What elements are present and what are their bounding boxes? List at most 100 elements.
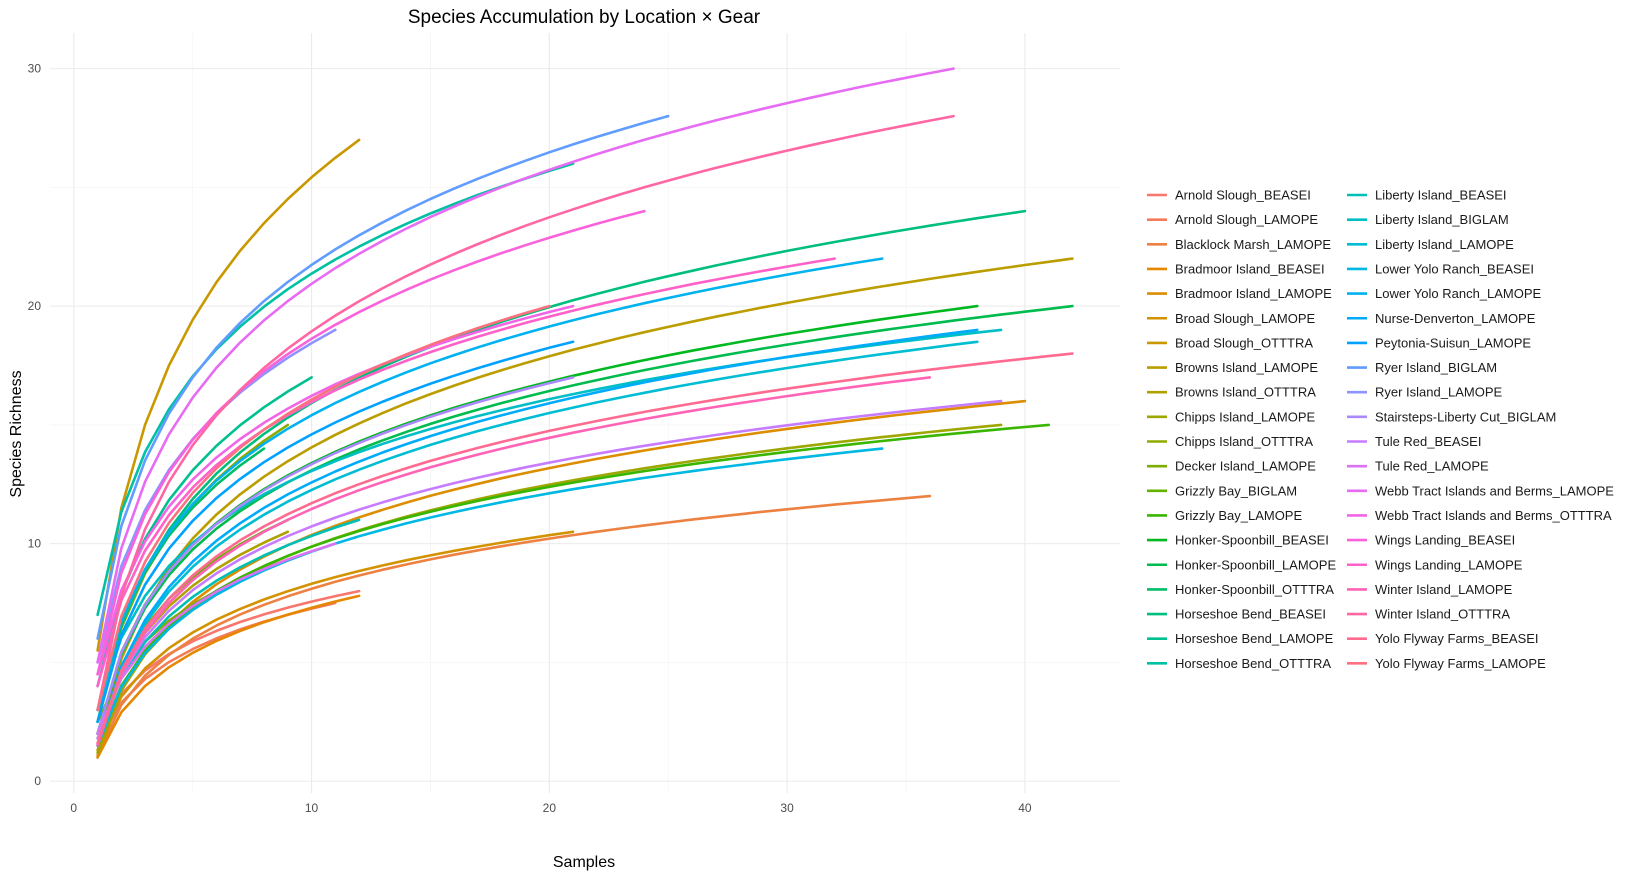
legend-label: Arnold Slough_LAMOPE bbox=[1175, 212, 1318, 227]
legend-item: Arnold Slough_LAMOPE bbox=[1147, 212, 1318, 227]
legend-item: Honker-Spoonbill_OTTTRA bbox=[1147, 582, 1334, 597]
legend-item: Winter Island_LAMOPE bbox=[1347, 582, 1513, 597]
legend-label: Horseshoe Bend_OTTTRA bbox=[1175, 656, 1331, 671]
series-line bbox=[96, 518, 361, 740]
legend-label: Ryer Island_BIGLAM bbox=[1375, 360, 1497, 375]
y-tick-label: 0 bbox=[34, 774, 41, 788]
legend-item: Chipps Island_OTTTRA bbox=[1147, 434, 1313, 449]
series-line bbox=[96, 257, 837, 688]
legend-item: Wings Landing_BEASEI bbox=[1347, 533, 1515, 548]
chart-title: Species Accumulation by Location × Gear bbox=[408, 7, 761, 28]
legend-item: Horseshoe Bend_LAMOPE bbox=[1147, 631, 1334, 646]
legend-label: Liberty Island_BEASEI bbox=[1375, 188, 1507, 203]
legend-item: Blacklock Marsh_LAMOPE bbox=[1147, 237, 1331, 252]
series-line bbox=[96, 304, 575, 676]
series-lines bbox=[96, 67, 1074, 759]
legend-label: Arnold Slough_BEASEI bbox=[1175, 188, 1311, 203]
legend-label: Broad Slough_OTTTRA bbox=[1175, 335, 1313, 350]
x-tick-label: 0 bbox=[70, 801, 77, 815]
legend-label: Chipps Island_LAMOPE bbox=[1175, 409, 1316, 424]
legend-label: Browns Island_OTTTRA bbox=[1175, 385, 1316, 400]
legend-label: Bradmoor Island_BEASEI bbox=[1175, 261, 1325, 276]
y-tick-label: 10 bbox=[28, 537, 42, 551]
legend-label: Grizzly Bay_BIGLAM bbox=[1175, 483, 1297, 498]
legend-item: Yolo Flyway Farms_LAMOPE bbox=[1347, 656, 1546, 671]
y-tick-label: 30 bbox=[28, 62, 42, 76]
series-line bbox=[96, 209, 646, 676]
legend-item: Browns Island_OTTTRA bbox=[1147, 385, 1316, 400]
x-axis-ticks: 0 10 20 30 40 bbox=[70, 801, 1031, 815]
series-line bbox=[96, 67, 955, 664]
x-axis-title: Samples bbox=[553, 854, 615, 871]
legend-label: Browns Island_LAMOPE bbox=[1175, 360, 1318, 375]
series-line bbox=[96, 494, 932, 757]
legend-item: Horseshoe Bend_OTTTRA bbox=[1147, 656, 1331, 671]
legend-item: Grizzly Bay_BIGLAM bbox=[1147, 483, 1297, 498]
series-line bbox=[96, 114, 955, 712]
legend-label: Honker-Spoonbill_LAMOPE bbox=[1175, 557, 1336, 572]
legend-label: Decker Island_LAMOPE bbox=[1175, 459, 1316, 474]
legend-label: Webb Tract Islands and Berms_OTTTRA bbox=[1375, 508, 1612, 523]
series-line bbox=[96, 304, 551, 712]
legend-item: Broad Slough_LAMOPE bbox=[1147, 311, 1316, 326]
legend-item: Winter Island_OTTTRA bbox=[1347, 607, 1510, 622]
series-line bbox=[96, 340, 979, 747]
x-tick-label: 20 bbox=[543, 801, 557, 815]
legend-item: Grizzly Bay_LAMOPE bbox=[1147, 508, 1302, 523]
legend-label: Liberty Island_LAMOPE bbox=[1375, 237, 1514, 252]
legend-item: Ryer Island_BIGLAM bbox=[1347, 360, 1497, 375]
legend-label: Peytonia-Suisun_LAMOPE bbox=[1375, 335, 1531, 350]
series-line bbox=[96, 447, 884, 747]
series-line bbox=[96, 138, 361, 652]
y-axis-ticks: 0 10 20 30 bbox=[28, 62, 42, 789]
series-line bbox=[96, 423, 1050, 747]
legend-label: Yolo Flyway Farms_LAMOPE bbox=[1375, 656, 1546, 671]
legend-label: Bradmoor Island_LAMOPE bbox=[1175, 286, 1332, 301]
legend-label: Nurse-Denverton_LAMOPE bbox=[1375, 311, 1536, 326]
legend-item: Horseshoe Bend_BEASEI bbox=[1147, 607, 1326, 622]
legend-item: Webb Tract Islands and Berms_OTTTRA bbox=[1347, 508, 1612, 523]
legend-label: Wings Landing_LAMOPE bbox=[1375, 557, 1523, 572]
legend-label: Ryer Island_LAMOPE bbox=[1375, 385, 1502, 400]
series-line bbox=[96, 530, 575, 747]
legend-label: Liberty Island_BIGLAM bbox=[1375, 212, 1509, 227]
legend-label: Wings Landing_BEASEI bbox=[1375, 533, 1515, 548]
series-line bbox=[96, 209, 1027, 724]
series-line bbox=[96, 328, 979, 747]
legend-item: Lower Yolo Ranch_LAMOPE bbox=[1347, 286, 1542, 301]
legend-item: Yolo Flyway Farms_BEASEI bbox=[1347, 631, 1539, 646]
legend-item: Tule Red_BEASEI bbox=[1347, 434, 1481, 449]
series-line bbox=[96, 340, 575, 724]
series-line bbox=[96, 304, 1074, 735]
legend-item: Tule Red_LAMOPE bbox=[1347, 459, 1489, 474]
legend-label: Tule Red_LAMOPE bbox=[1375, 459, 1489, 474]
x-tick-label: 40 bbox=[1018, 801, 1032, 815]
legend-label: Webb Tract Islands and Berms_LAMOPE bbox=[1375, 483, 1614, 498]
legend-label: Horseshoe Bend_LAMOPE bbox=[1175, 631, 1334, 646]
y-tick-label: 20 bbox=[28, 299, 42, 313]
legend-item: Webb Tract Islands and Berms_LAMOPE bbox=[1347, 483, 1614, 498]
series-line bbox=[96, 352, 1074, 745]
y-axis-title: Species Richness bbox=[8, 370, 25, 497]
legend-label: Stairsteps-Liberty Cut_BIGLAM bbox=[1375, 409, 1556, 424]
series-line bbox=[96, 399, 1027, 759]
series-line bbox=[96, 376, 575, 735]
legend: Arnold Slough_BEASEI Arnold Slough_LAMOPE… bbox=[1147, 188, 1614, 671]
series-line bbox=[96, 257, 1074, 752]
series-line bbox=[96, 399, 1003, 740]
legend-label: Tule Red_BEASEI bbox=[1375, 434, 1481, 449]
legend-label: Honker-Spoonbill_OTTTRA bbox=[1175, 582, 1334, 597]
series-line bbox=[96, 594, 361, 759]
legend-item: Bradmoor Island_LAMOPE bbox=[1147, 286, 1332, 301]
legend-label: Chipps Island_OTTTRA bbox=[1175, 434, 1313, 449]
legend-item: Bradmoor Island_BEASEI bbox=[1147, 261, 1325, 276]
legend-item: Liberty Island_LAMOPE bbox=[1347, 237, 1514, 252]
legend-item: Browns Island_LAMOPE bbox=[1147, 360, 1318, 375]
series-line bbox=[96, 257, 884, 712]
legend-item: Nurse-Denverton_LAMOPE bbox=[1347, 311, 1536, 326]
legend-item: Chipps Island_LAMOPE bbox=[1147, 409, 1316, 424]
legend-label: Horseshoe Bend_BEASEI bbox=[1175, 607, 1326, 622]
legend-item: Liberty Island_BIGLAM bbox=[1347, 212, 1509, 227]
legend-item: Arnold Slough_BEASEI bbox=[1147, 188, 1311, 203]
